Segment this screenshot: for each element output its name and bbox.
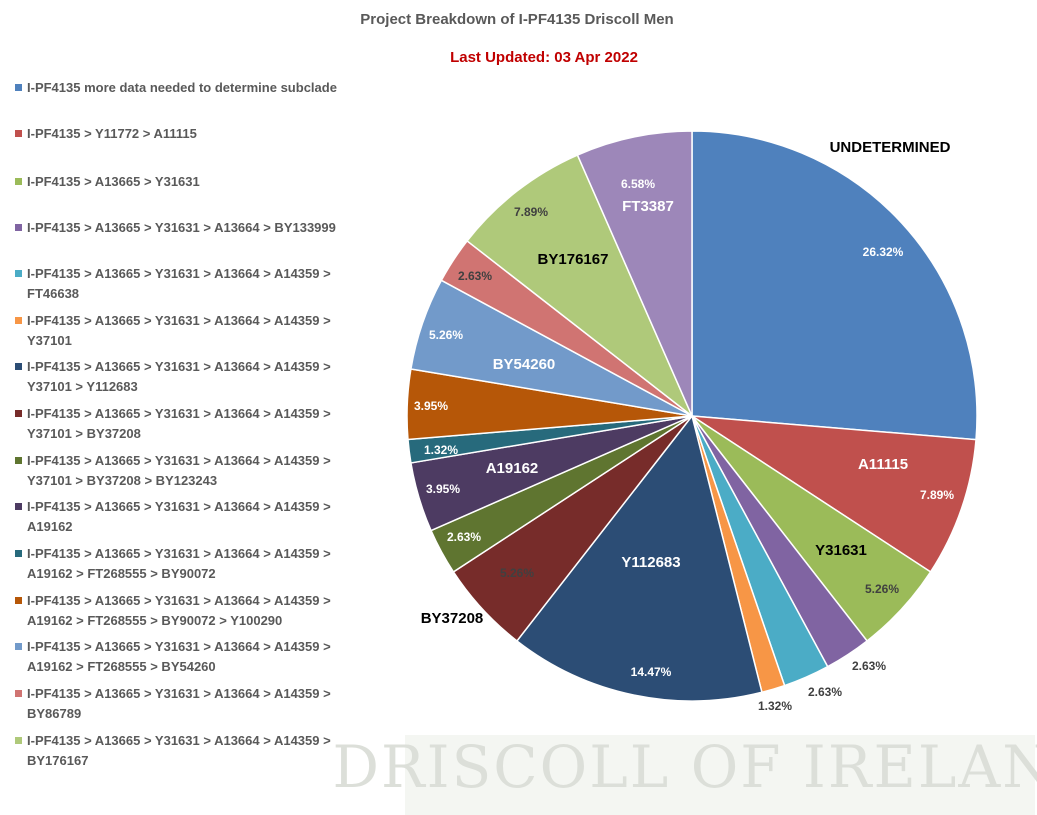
pie-slice [515, 414, 763, 702]
pie-slice [576, 130, 693, 417]
legend-label: I-PF4135 > A13665 > Y31631 [27, 174, 200, 189]
legend-entry: I-PF4135 > A13665 > Y31631 > A13664 > A1… [12, 684, 357, 723]
data-label: 7.89% [514, 205, 548, 219]
legend-label: I-PF4135 > A13665 > Y31631 > A13664 > A1… [27, 733, 331, 768]
legend-label: I-PF4135 > A13665 > Y31631 > A13664 > A1… [27, 406, 331, 441]
legend-label: I-PF4135 > A13665 > Y31631 > A13664 > A1… [27, 453, 331, 488]
data-label: 1.32% [424, 443, 458, 457]
pie-slice [691, 130, 978, 441]
pie-slice [466, 154, 693, 417]
slice-name: A19162 [486, 460, 539, 477]
watermark: DRISCOLL OF IRELAND [332, 733, 1037, 801]
chart-title: Project Breakdown of I-PF4135 Driscoll M… [360, 11, 673, 28]
legend-label: I-PF4135 more data needed to determine s… [27, 80, 337, 95]
data-label: 1.32% [758, 699, 792, 713]
data-label: 2.63% [458, 269, 492, 283]
legend-label: I-PF4135 > A13665 > Y31631 > A13664 > A1… [27, 499, 331, 534]
legend-entry: I-PF4135 > A13665 > Y31631 > A13664 > A1… [12, 404, 357, 443]
legend-entry: I-PF4135 > A13665 > Y31631 [12, 172, 357, 192]
data-label: 3.95% [426, 482, 460, 496]
legend-entry: I-PF4135 > A13665 > Y31631 > A13664 > A1… [12, 544, 357, 583]
data-label: 6.58% [621, 177, 655, 191]
legend-swatch [15, 84, 22, 91]
legend-entry: I-PF4135 > A13665 > Y31631 > A13664 > A1… [12, 264, 357, 303]
watermark-band [405, 735, 1035, 815]
legend-swatch [15, 550, 22, 557]
legend-entry: I-PF4135 > A13665 > Y31631 > A13664 > A1… [12, 591, 357, 630]
legend-swatch [15, 690, 22, 697]
data-label: 2.63% [808, 685, 842, 699]
data-label: 14.47% [631, 665, 672, 679]
slice-name: BY176167 [538, 251, 609, 268]
slice-name: A11115 [858, 456, 908, 473]
legend-label: I-PF4135 > A13665 > Y31631 > A13664 > A1… [27, 639, 331, 674]
legend-label: I-PF4135 > A13665 > Y31631 > A13664 > A1… [27, 359, 331, 394]
slice-name: Y31631 [815, 542, 867, 559]
legend-entry: I-PF4135 more data needed to determine s… [12, 78, 357, 98]
slice-name: BY54260 [493, 356, 556, 373]
legend-swatch [15, 130, 22, 137]
legend-swatch [15, 270, 22, 277]
chart-subtitle: Last Updated: 03 Apr 2022 [450, 49, 638, 66]
legend-label: I-PF4135 > A13665 > Y31631 > A13664 > A1… [27, 313, 331, 348]
legend-label: I-PF4135 > Y11772 > A11115 [27, 126, 197, 141]
pie-slice [691, 415, 977, 573]
legend-label: I-PF4135 > A13665 > Y31631 > A13664 > BY… [27, 220, 336, 235]
legend-swatch [15, 317, 22, 324]
legend-swatch [15, 597, 22, 604]
data-label: 2.63% [852, 659, 886, 673]
data-label: 5.26% [429, 328, 463, 342]
legend-swatch [15, 643, 22, 650]
legend-entry: I-PF4135 > A13665 > Y31631 > A13664 > A1… [12, 637, 357, 676]
legend-entry: I-PF4135 > A13665 > Y31631 > A13664 > A1… [12, 731, 357, 770]
data-label: 5.26% [865, 582, 899, 596]
data-label: 2.63% [447, 530, 481, 544]
legend-entry: I-PF4135 > A13665 > Y31631 > A13664 > A1… [12, 497, 357, 536]
legend-swatch [15, 503, 22, 510]
legend-swatch [15, 363, 22, 370]
legend-label: I-PF4135 > A13665 > Y31631 > A13664 > A1… [27, 266, 331, 301]
legend-swatch [15, 410, 22, 417]
legend-entry: I-PF4135 > A13665 > Y31631 > A13664 > BY… [12, 218, 357, 238]
legend-label: I-PF4135 > A13665 > Y31631 > A13664 > A1… [27, 546, 331, 581]
data-label: 7.89% [920, 488, 954, 502]
slice-name: FT3387 [622, 198, 674, 215]
data-label: 26.32% [863, 245, 904, 259]
legend-entry: I-PF4135 > A13665 > Y31631 > A13664 > A1… [12, 451, 357, 490]
data-label: 5.26% [500, 566, 534, 580]
slice-name: Y112683 [621, 554, 680, 571]
legend-swatch [15, 457, 22, 464]
legend-entry: I-PF4135 > A13665 > Y31631 > A13664 > A1… [12, 357, 357, 396]
legend-entry: I-PF4135 > Y11772 > A11115 [12, 124, 357, 144]
legend-swatch [15, 737, 22, 744]
data-label: 3.95% [414, 399, 448, 413]
legend-swatch [15, 178, 22, 185]
legend-label: I-PF4135 > A13665 > Y31631 > A13664 > A1… [27, 686, 331, 721]
legend-label: I-PF4135 > A13665 > Y31631 > A13664 > A1… [27, 593, 331, 628]
legend-swatch [15, 224, 22, 231]
slice-name: UNDETERMINED [830, 139, 951, 156]
legend-entry: I-PF4135 > A13665 > Y31631 > A13664 > A1… [12, 311, 357, 350]
slice-name: BY37208 [421, 610, 484, 627]
